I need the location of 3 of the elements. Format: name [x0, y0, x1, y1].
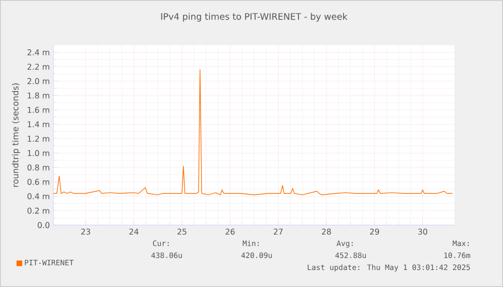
line-series — [53, 69, 453, 196]
chart-title: IPv4 ping times to PIT-WIRENET - by week — [161, 12, 348, 22]
y-axis-title: roundtrip time (seconds) — [12, 83, 20, 187]
